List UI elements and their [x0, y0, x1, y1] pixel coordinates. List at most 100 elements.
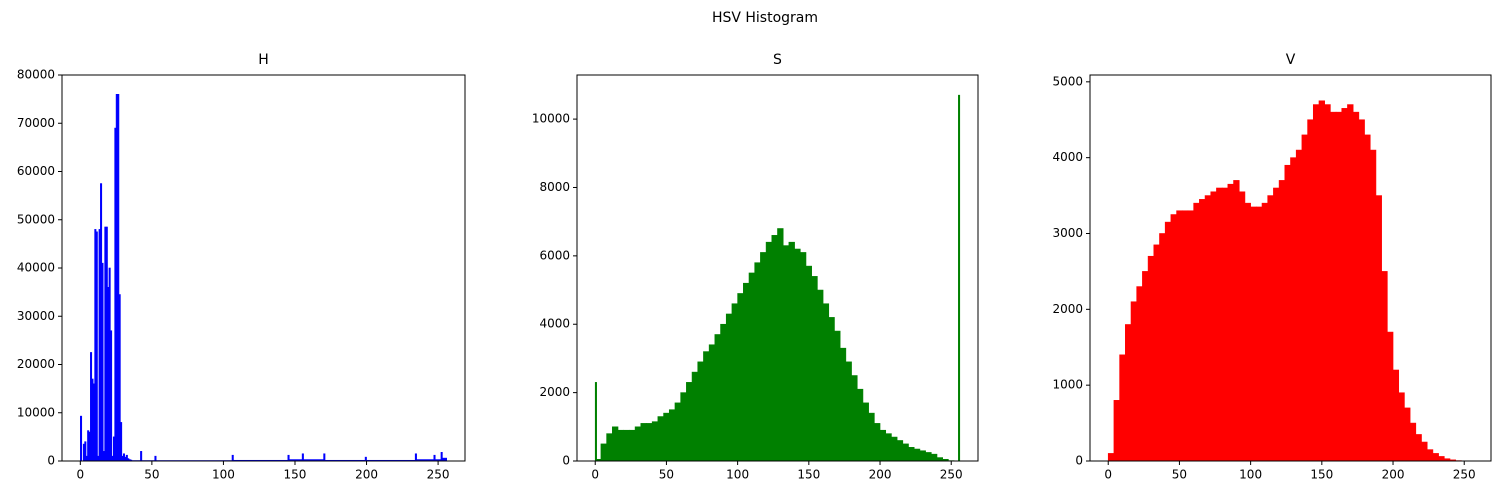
figure-title: HSV Histogram	[712, 10, 818, 26]
histogram-bar	[1369, 149, 1377, 462]
histogram-bar	[110, 330, 113, 462]
histogram-bar	[1387, 331, 1394, 462]
histogram-bar	[885, 433, 892, 462]
y-tick-label: 0	[562, 454, 570, 468]
histogram-bar	[1125, 324, 1132, 462]
histogram-bar	[1273, 187, 1280, 462]
histogram-bar	[930, 453, 938, 462]
histogram-bar	[834, 330, 841, 462]
x-tick-label: 200	[355, 468, 378, 482]
histogram-bar	[1181, 210, 1189, 462]
axes-frame	[1089, 74, 1492, 462]
histogram-bar	[1227, 183, 1234, 462]
x-tick-label: 250	[427, 468, 450, 482]
histogram-bar	[1113, 400, 1120, 462]
histogram-bar	[1119, 354, 1126, 462]
x-tick-label: 100	[1239, 468, 1262, 482]
histogram-bar	[891, 436, 898, 462]
histogram-bar	[765, 241, 773, 462]
histogram-bar	[794, 248, 801, 462]
histogram-bar	[1330, 111, 1337, 462]
x-tick-label: 100	[726, 468, 749, 482]
histogram-bar	[1147, 255, 1155, 462]
histogram-bar	[1159, 233, 1166, 462]
x-tick-label: 50	[144, 468, 159, 482]
histogram-panel: S 0 50 100 150 200 250 0 2000 4000 6000 8000 10000	[532, 52, 979, 482]
histogram-bar	[697, 361, 704, 462]
histogram-bar	[862, 402, 869, 462]
y-tick-label: 0	[47, 454, 55, 468]
histogram-bar	[674, 402, 681, 462]
histogram-bar	[140, 451, 143, 462]
histogram-bar	[1267, 195, 1274, 462]
histogram-bar	[748, 272, 756, 462]
histogram-bar	[1244, 202, 1251, 462]
x-tick-label: 250	[1453, 468, 1476, 482]
histogram-bar	[958, 94, 961, 462]
histogram-bar	[845, 361, 852, 462]
histogram-bar	[725, 313, 733, 462]
histogram-bar	[879, 429, 887, 462]
histogram-bar	[1136, 286, 1143, 462]
y-tick-label: 4000	[539, 317, 570, 331]
histogram-bar	[1176, 210, 1183, 462]
x-tick-label: 200	[1382, 468, 1405, 482]
y-tick-label: 5000	[1052, 74, 1083, 88]
histogram-bar	[839, 347, 847, 462]
histogram-bar	[1301, 134, 1308, 462]
histogram-bar	[1409, 422, 1417, 462]
x-tick-label: 150	[1310, 468, 1333, 482]
histogram-bar	[594, 382, 597, 462]
histogram-bar	[617, 429, 625, 462]
x-tick-label: 0	[1104, 468, 1112, 482]
x-tick-label: 50	[1172, 468, 1187, 482]
histogram-bar	[1153, 244, 1160, 462]
histogram-bar	[1398, 392, 1405, 462]
histogram-bar	[743, 282, 750, 462]
histogram-bar	[1426, 449, 1434, 462]
histogram-bar	[600, 443, 607, 462]
histogram-bar	[95, 231, 98, 462]
histogram-bar	[731, 303, 738, 462]
histogram-bar	[1312, 104, 1320, 462]
y-tick-label: 3000	[1052, 226, 1083, 240]
histogram-bar	[686, 382, 693, 462]
histogram-bar	[1284, 164, 1291, 462]
histogram-bar	[691, 371, 699, 462]
histogram-bar	[1216, 187, 1223, 462]
histogram-bar	[663, 412, 670, 462]
histogram-bar	[1364, 134, 1371, 462]
y-tick-label: 2000	[1052, 302, 1083, 316]
histogram-bar	[1193, 202, 1200, 462]
y-tick-label: 6000	[539, 248, 570, 262]
histogram-bar	[80, 415, 83, 462]
histogram-bar	[120, 422, 123, 462]
histogram-bar	[817, 289, 824, 462]
histogram-bar	[737, 293, 744, 462]
histogram-bar	[623, 429, 630, 462]
histogram-bar	[1142, 271, 1149, 462]
histogram-bar	[629, 429, 636, 462]
histogram-bar	[1199, 199, 1206, 462]
y-tick-label: 50000	[17, 212, 55, 226]
histogram-bar	[1261, 202, 1269, 462]
histogram-bar	[1358, 119, 1365, 462]
x-tick-label: 150	[797, 468, 820, 482]
histogram-panel: V 0 50 100 150 200 250 0 1000 2000 3000 4000 5000	[1052, 52, 1492, 482]
histogram-bar	[703, 351, 710, 462]
histogram-bar	[896, 440, 904, 462]
histogram-bar	[1381, 271, 1388, 462]
histogram-bar	[1295, 149, 1303, 462]
x-tick-label: 150	[284, 468, 307, 482]
histogram-bar	[1221, 187, 1229, 462]
y-tick-label: 0	[1075, 454, 1083, 468]
histogram-bar	[1375, 195, 1382, 462]
histogram-bar	[708, 344, 716, 462]
y-tick-label: 70000	[17, 116, 55, 130]
histogram-bar	[612, 426, 619, 462]
y-tick-label: 30000	[17, 309, 55, 323]
histogram-bar	[902, 443, 909, 462]
histogram-bar	[799, 252, 807, 462]
histogram-bar	[851, 375, 858, 462]
histogram-bar	[828, 317, 835, 462]
